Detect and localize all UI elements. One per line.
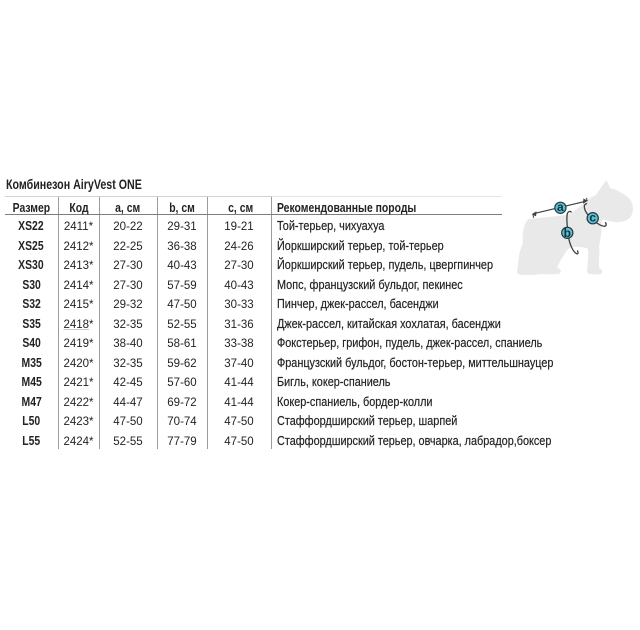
svg-text:b: b bbox=[564, 226, 571, 240]
svg-text:c: c bbox=[589, 210, 596, 224]
svg-text:a: a bbox=[557, 200, 564, 214]
